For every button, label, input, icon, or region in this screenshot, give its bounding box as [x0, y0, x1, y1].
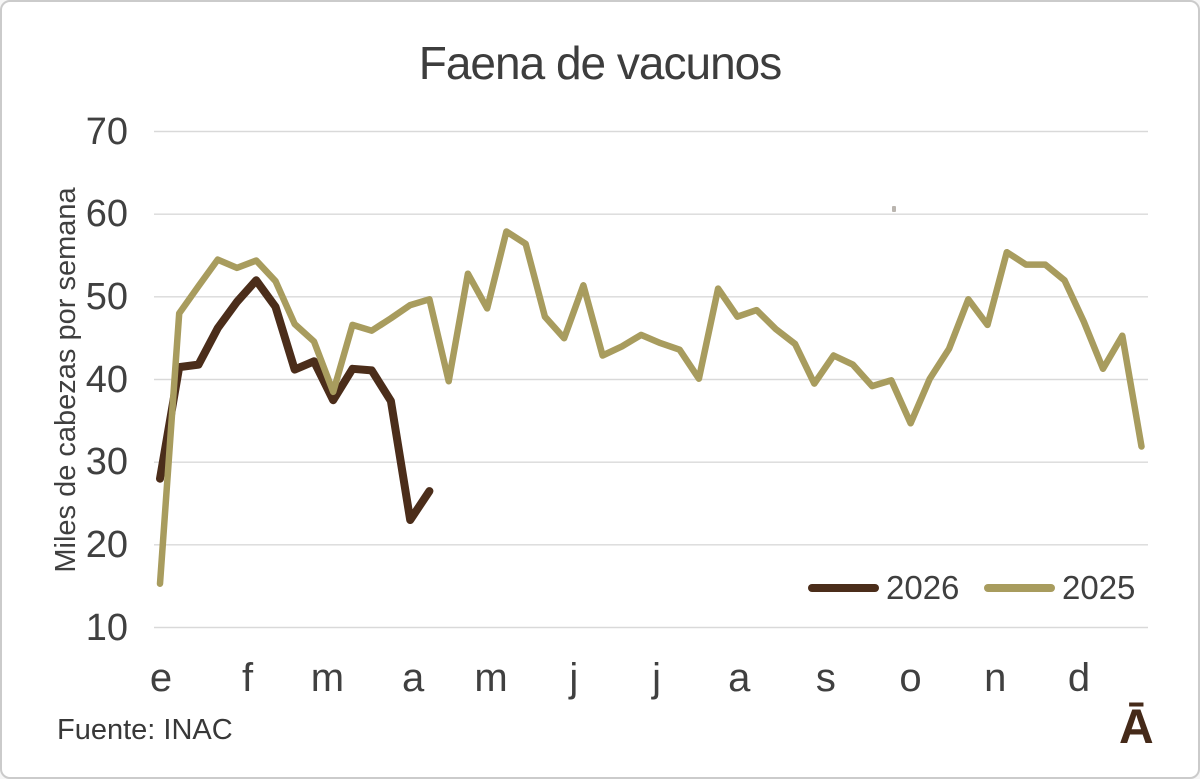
series-line-2025[interactable] — [156, 228, 1145, 587]
legend-label-2025: 2025 — [1062, 569, 1136, 606]
x-tick-label-3-m: m — [310, 656, 345, 700]
x-tick-label-12-d: d — [1067, 656, 1091, 700]
y-tick-label-30: 30 — [85, 441, 128, 484]
legend-item-2026[interactable]: 2026 — [808, 569, 960, 606]
x-tick-label-11-n: n — [984, 656, 1007, 700]
x-tick-label-9-s: s — [815, 656, 836, 700]
x-tick-label-1-e: e — [149, 656, 173, 700]
legend-swatch-2025 — [984, 584, 1055, 592]
y-tick-label-10: 10 — [85, 606, 128, 649]
x-tick-label-6-j: j — [569, 656, 579, 700]
legend-item-2025[interactable]: 2025 — [984, 569, 1136, 606]
series-line-2026[interactable] — [156, 276, 434, 524]
x-tick-label-8-a: a — [728, 656, 751, 700]
source-text: Fuente: INAC — [57, 714, 233, 746]
x-tick-label-7-j: j — [652, 656, 661, 700]
legend-swatch-2026 — [808, 584, 879, 592]
y-tick-label-50: 50 — [85, 275, 128, 318]
legend-label-2026: 2026 — [886, 569, 960, 606]
x-tick-label-4-a: a — [401, 656, 425, 700]
y-tick-label-40: 40 — [85, 358, 128, 401]
inac-logo-mark: Ā — [1119, 701, 1154, 754]
y-tick-label-60: 60 — [85, 193, 128, 236]
x-tick-label-2-f: f — [242, 656, 254, 700]
x-tick-label-5-m: m — [474, 656, 508, 700]
x-tick-label-10-o: o — [899, 656, 922, 700]
y-tick-label-70: 70 — [85, 110, 128, 153]
y-tick-label-20: 20 — [85, 523, 128, 566]
stray-pixel-artifact — [892, 206, 896, 212]
chart-title: Faena de vacunos — [418, 37, 783, 89]
